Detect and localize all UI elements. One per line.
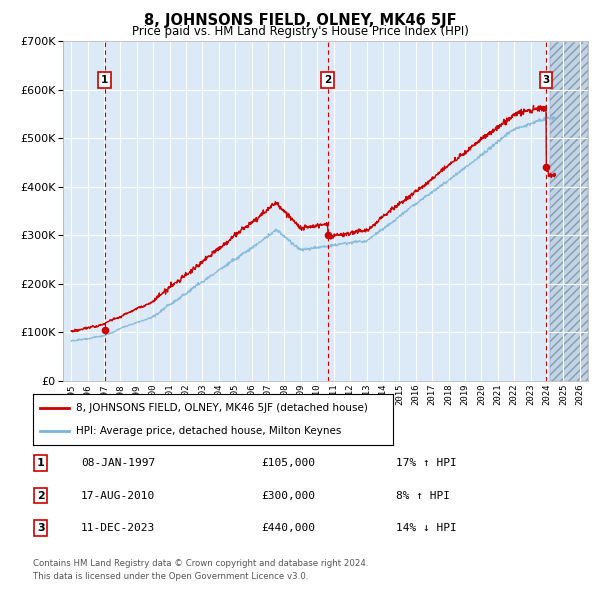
Text: 8, JOHNSONS FIELD, OLNEY, MK46 5JF: 8, JOHNSONS FIELD, OLNEY, MK46 5JF bbox=[143, 13, 457, 28]
Text: 14% ↓ HPI: 14% ↓ HPI bbox=[396, 523, 457, 533]
Text: Contains HM Land Registry data © Crown copyright and database right 2024.: Contains HM Land Registry data © Crown c… bbox=[33, 559, 368, 568]
Text: £300,000: £300,000 bbox=[261, 491, 315, 500]
Text: 1: 1 bbox=[101, 75, 108, 85]
Text: 11-DEC-2023: 11-DEC-2023 bbox=[81, 523, 155, 533]
Text: 2: 2 bbox=[324, 75, 331, 85]
Text: 8% ↑ HPI: 8% ↑ HPI bbox=[396, 491, 450, 500]
Text: HPI: Average price, detached house, Milton Keynes: HPI: Average price, detached house, Milt… bbox=[76, 426, 341, 436]
Text: 1: 1 bbox=[37, 458, 44, 468]
Text: This data is licensed under the Open Government Licence v3.0.: This data is licensed under the Open Gov… bbox=[33, 572, 308, 581]
Text: 08-JAN-1997: 08-JAN-1997 bbox=[81, 458, 155, 468]
Text: 2: 2 bbox=[37, 491, 44, 500]
Bar bbox=[550, 41, 588, 381]
Text: £105,000: £105,000 bbox=[261, 458, 315, 468]
Text: 3: 3 bbox=[542, 75, 550, 85]
Text: Price paid vs. HM Land Registry's House Price Index (HPI): Price paid vs. HM Land Registry's House … bbox=[131, 25, 469, 38]
Text: 17-AUG-2010: 17-AUG-2010 bbox=[81, 491, 155, 500]
Text: 17% ↑ HPI: 17% ↑ HPI bbox=[396, 458, 457, 468]
Bar bbox=[550, 41, 588, 381]
Text: £440,000: £440,000 bbox=[261, 523, 315, 533]
Text: 3: 3 bbox=[37, 523, 44, 533]
Text: 8, JOHNSONS FIELD, OLNEY, MK46 5JF (detached house): 8, JOHNSONS FIELD, OLNEY, MK46 5JF (deta… bbox=[76, 403, 368, 413]
